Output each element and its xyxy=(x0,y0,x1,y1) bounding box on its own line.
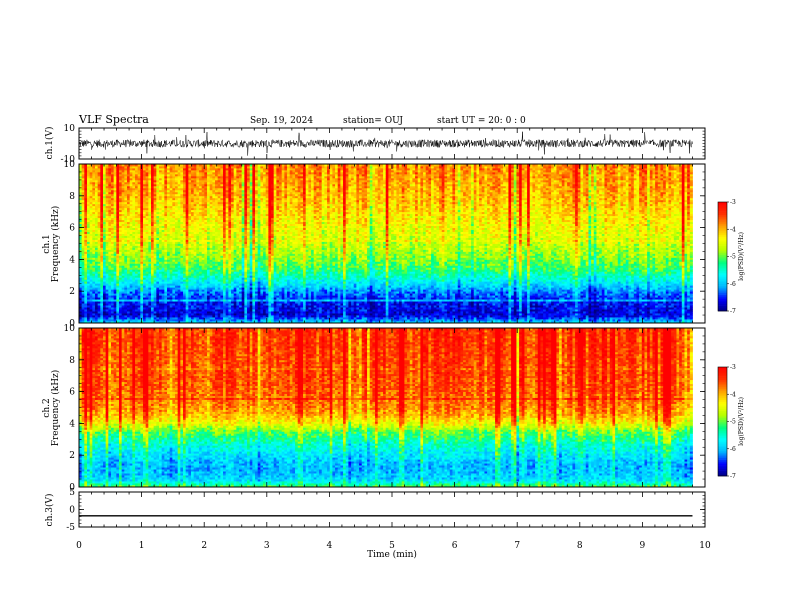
figure-title: VLF Spectra xyxy=(78,113,149,126)
date-label: Sep. 19, 2024 xyxy=(250,116,313,126)
header: VLF Spectra Sep. 19, 2024 station= OUJ s… xyxy=(78,113,526,126)
ch1-waveform-trace xyxy=(79,132,693,156)
ch1-waveform-ytick-label: 10 xyxy=(64,124,76,134)
start-ut-label: start UT = 20: 0 : 0 xyxy=(437,116,526,126)
station-label: station= OUJ xyxy=(343,116,403,126)
ch1-waveform-line xyxy=(79,132,693,156)
ch1-waveform-panel: 10-10 ch.1(V) xyxy=(44,124,705,165)
ch1-waveform-ylabel: ch.1(V) xyxy=(44,127,55,160)
ch1-spectrogram-heatmap xyxy=(79,164,693,323)
